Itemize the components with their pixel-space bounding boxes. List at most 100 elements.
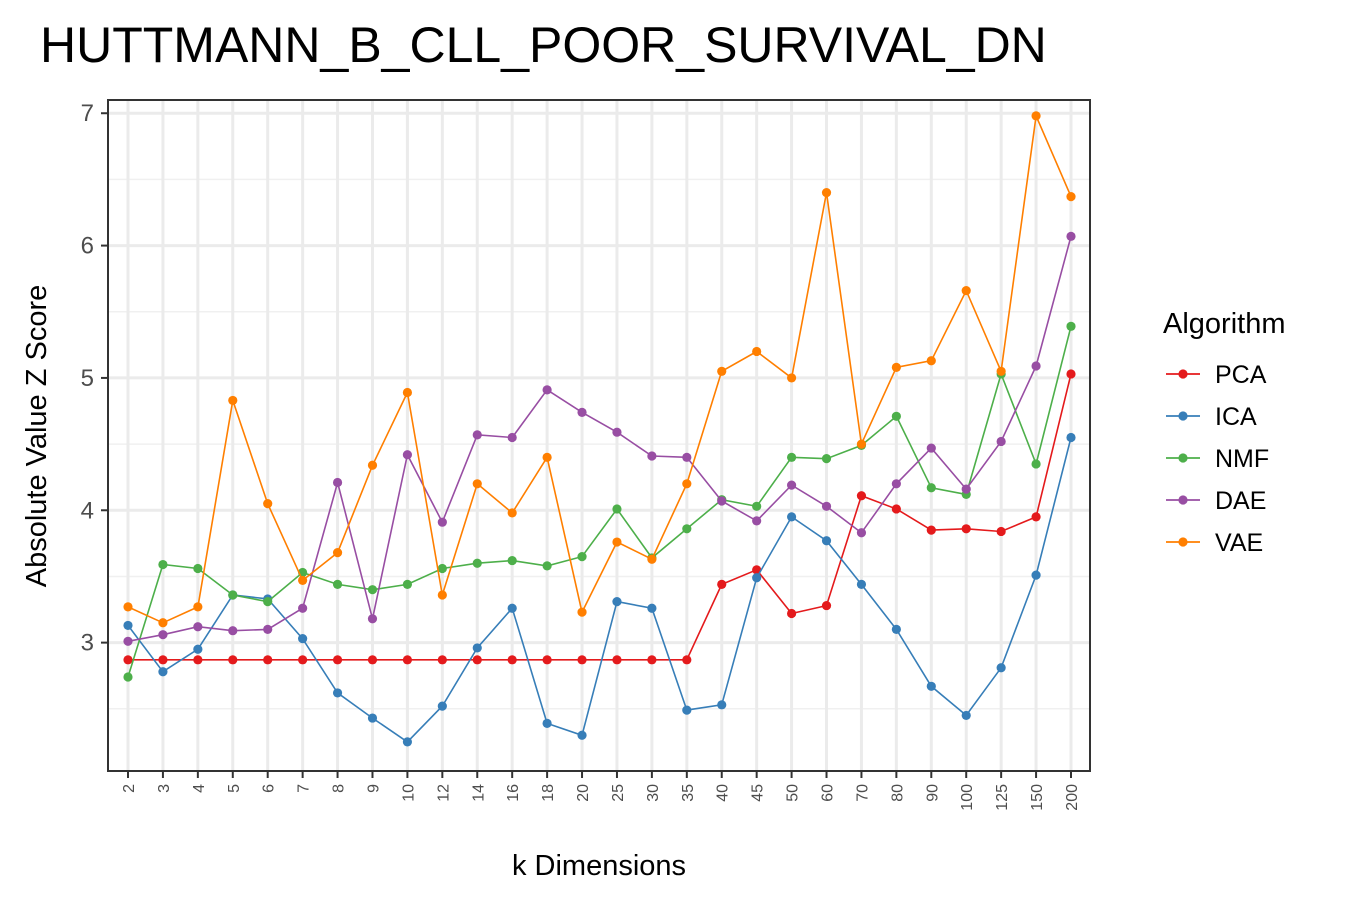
data-point-dae xyxy=(926,443,936,453)
data-point-vae xyxy=(717,366,727,376)
x-tick-label: 80 xyxy=(889,784,906,802)
data-point-pca xyxy=(752,565,762,575)
data-point-nmf xyxy=(158,559,168,570)
data-point-ica xyxy=(821,536,832,546)
data-point-ica xyxy=(1031,570,1041,580)
x-tick-label: 25 xyxy=(610,784,627,802)
data-point-pca xyxy=(367,655,378,665)
data-point-nmf xyxy=(612,504,622,514)
series-vae xyxy=(123,111,1076,628)
data-point-ica xyxy=(612,596,622,607)
data-point-vae xyxy=(402,387,413,398)
data-point-nmf xyxy=(367,585,378,595)
data-point-ica xyxy=(332,688,343,698)
data-point-nmf xyxy=(402,579,413,589)
data-point-pca xyxy=(472,655,482,665)
data-point-nmf xyxy=(752,501,762,511)
data-point-vae xyxy=(647,554,657,564)
data-point-dae xyxy=(682,452,692,462)
data-point-vae xyxy=(891,362,901,372)
data-point-ica xyxy=(123,620,133,631)
data-point-ica xyxy=(367,713,378,723)
x-tick-label: 14 xyxy=(470,784,487,802)
data-point-ica xyxy=(577,730,587,740)
data-point-dae xyxy=(263,624,273,634)
data-point-dae xyxy=(647,451,657,461)
x-tick-label: 50 xyxy=(785,784,802,802)
data-point-pca xyxy=(577,655,587,665)
y-tick-label: 4 xyxy=(81,497,94,524)
data-point-vae xyxy=(437,590,447,600)
data-point-pca xyxy=(891,504,901,514)
series-dae xyxy=(123,231,1076,646)
series-line-dae xyxy=(127,236,1072,643)
data-point-dae xyxy=(507,432,517,443)
legend-item-ica: ICA xyxy=(1166,403,1257,431)
y-tick-label: 3 xyxy=(81,630,94,657)
legend-item-nmf: NMF xyxy=(1166,445,1269,473)
data-point-pca xyxy=(717,579,727,589)
x-tick-label: 6 xyxy=(261,784,278,793)
data-point-pca xyxy=(612,655,622,665)
data-point-ica xyxy=(298,634,308,644)
data-point-nmf xyxy=(472,558,482,568)
x-axis-title: k Dimensions xyxy=(512,850,686,882)
data-point-nmf xyxy=(193,563,203,574)
data-point-ica xyxy=(786,512,797,522)
data-point-pca xyxy=(298,655,308,665)
data-point-vae xyxy=(961,285,971,296)
data-point-ica xyxy=(158,667,168,677)
series-line-vae xyxy=(127,112,1072,624)
data-point-pca xyxy=(437,655,447,665)
data-point-nmf xyxy=(821,454,832,464)
legend-title: Algorithm xyxy=(1163,308,1286,340)
data-point-ica xyxy=(891,624,901,634)
x-tick-label: 60 xyxy=(820,784,837,802)
data-point-pca xyxy=(123,655,133,665)
data-point-pca xyxy=(193,655,203,665)
x-tick-label: 100 xyxy=(959,784,976,811)
data-point-dae xyxy=(786,480,797,490)
data-point-ica xyxy=(682,705,692,715)
data-point-vae xyxy=(926,356,936,366)
data-point-vae xyxy=(472,479,482,489)
y-tick-label: 5 xyxy=(81,365,94,392)
x-tick-label: 90 xyxy=(924,784,941,802)
legend-label: ICA xyxy=(1215,403,1257,431)
data-point-vae xyxy=(577,607,587,617)
x-tick-label: 125 xyxy=(994,784,1011,811)
data-point-dae xyxy=(821,501,832,511)
x-tick-label: 9 xyxy=(365,784,382,793)
legend-key-point xyxy=(1178,453,1188,463)
data-point-vae xyxy=(507,508,517,518)
data-point-vae xyxy=(612,537,622,547)
data-point-pca xyxy=(507,655,517,665)
x-tick-label: 4 xyxy=(191,784,208,793)
legend-item-vae: VAE xyxy=(1166,529,1263,557)
data-point-vae xyxy=(228,395,238,406)
data-point-pca xyxy=(1066,369,1076,379)
x-tick-label: 18 xyxy=(540,784,557,802)
data-point-ica xyxy=(926,681,936,691)
data-point-pca xyxy=(1031,512,1041,522)
data-point-pca xyxy=(996,526,1006,537)
legend-key-point xyxy=(1178,411,1188,421)
data-point-pca xyxy=(332,655,343,665)
x-tick-label: 30 xyxy=(645,784,662,802)
data-point-pca xyxy=(926,525,936,535)
data-point-nmf xyxy=(1066,321,1076,331)
data-point-dae xyxy=(542,385,552,395)
data-point-nmf xyxy=(437,563,447,574)
data-point-ica xyxy=(717,700,727,710)
chart-title: HUTTMANN_B_CLL_POOR_SURVIVAL_DN xyxy=(40,17,1047,73)
y-axis-title: Absolute Value Z Score xyxy=(21,285,53,588)
legend-key-point xyxy=(1178,537,1188,547)
legend-label: DAE xyxy=(1215,487,1266,515)
x-tick-label: 16 xyxy=(505,784,522,802)
data-point-nmf xyxy=(228,590,238,600)
y-tick-label: 6 xyxy=(81,233,94,260)
series-layer xyxy=(123,111,1076,747)
data-point-dae xyxy=(228,626,238,636)
data-point-pca xyxy=(647,655,657,665)
legend-label: PCA xyxy=(1215,361,1267,389)
